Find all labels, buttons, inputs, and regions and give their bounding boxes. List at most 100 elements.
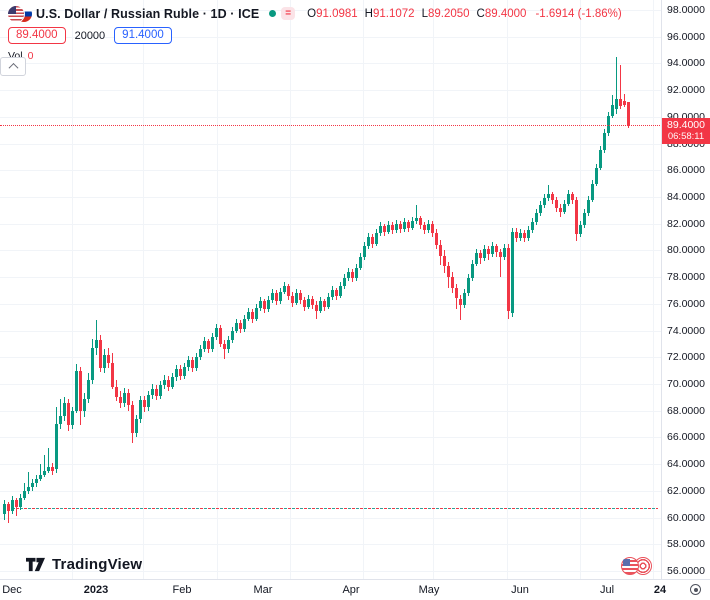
candle — [451, 277, 454, 288]
horizontal-gridline — [0, 357, 662, 359]
candle — [187, 359, 190, 367]
candle — [511, 231, 514, 314]
collapse-legend-button[interactable] — [0, 57, 26, 76]
market-status-badge[interactable]: = — [281, 7, 296, 20]
candle — [107, 354, 110, 363]
candle — [7, 504, 10, 511]
candle — [403, 222, 406, 230]
market-status-dot-icon — [269, 10, 277, 17]
candle — [343, 278, 346, 287]
candle — [231, 330, 234, 340]
price-scale-label: 76.0000 — [667, 297, 705, 310]
price-scale-label: 72.0000 — [667, 351, 705, 364]
candle — [399, 223, 402, 230]
candle — [71, 410, 74, 426]
candle — [351, 271, 354, 279]
candle — [411, 221, 414, 228]
candle — [127, 393, 130, 406]
candle — [359, 257, 362, 268]
horizontal-gridline — [0, 36, 662, 38]
candle — [19, 497, 22, 507]
chart-pane[interactable] — [0, 0, 662, 580]
quantity-field[interactable]: 20000 — [74, 29, 106, 42]
timezone-settings-icon[interactable] — [690, 584, 701, 595]
candle — [431, 223, 434, 234]
candle-wick — [500, 249, 501, 278]
candle — [591, 183, 594, 200]
horizontal-gridline — [0, 437, 662, 439]
candle — [495, 246, 498, 252]
candle — [619, 99, 622, 107]
candle — [35, 478, 38, 483]
candle — [559, 207, 562, 212]
candle — [3, 504, 6, 514]
volume-value: 0 — [27, 50, 34, 62]
vertical-gridline — [653, 0, 654, 580]
candle — [439, 245, 442, 256]
candle — [551, 194, 554, 200]
candle — [31, 482, 34, 487]
candle — [387, 225, 390, 232]
candle — [563, 203, 566, 212]
candle — [51, 466, 54, 471]
time-scale-label: Dec — [2, 584, 22, 596]
candle — [419, 218, 422, 226]
candle — [131, 405, 134, 434]
horizontal-gridline — [0, 277, 662, 279]
candle — [579, 225, 582, 235]
instrument-logo-watermark — [621, 557, 653, 576]
candle — [371, 237, 374, 244]
candle — [367, 237, 370, 247]
candle — [391, 225, 394, 231]
candle — [283, 286, 286, 292]
candle — [271, 293, 274, 300]
candle-wick — [8, 501, 9, 523]
symbol-title[interactable]: U.S. Dollar / Russian Ruble · 1D · ICE — [36, 6, 260, 21]
candle — [215, 327, 218, 338]
open-label: O — [307, 7, 317, 20]
candle — [267, 299, 270, 310]
candle — [135, 418, 138, 434]
dollar-logo-icon — [621, 557, 639, 575]
candle — [155, 389, 158, 396]
candle — [203, 341, 206, 350]
candle — [59, 416, 62, 425]
sell-price-button[interactable]: 89.4000 — [8, 27, 66, 44]
candle — [623, 100, 626, 105]
candle — [447, 266, 450, 278]
horizontal-gridline — [0, 116, 662, 118]
horizontal-gridline — [0, 544, 662, 546]
candle — [547, 194, 550, 199]
candle — [523, 233, 526, 239]
candle-wick — [40, 464, 41, 482]
candle — [235, 322, 238, 331]
candle — [263, 301, 266, 310]
candle — [91, 347, 94, 380]
candle-wick — [96, 319, 97, 355]
candle — [615, 99, 618, 109]
horizontal-gridline — [0, 570, 662, 572]
candle — [491, 246, 494, 255]
candle — [291, 295, 294, 303]
price-scale-label: 66.0000 — [667, 431, 705, 444]
price-axis[interactable]: 89.4000 06:58:11 98.0000 96.0000 94.0000 92… — [661, 0, 710, 580]
vertical-gridline — [72, 0, 73, 580]
candle — [259, 301, 262, 308]
candle-wick — [60, 398, 61, 430]
candle — [315, 305, 318, 311]
horizontal-gridline — [0, 517, 662, 519]
candle — [331, 290, 334, 298]
tradingview-logo[interactable]: TradingView — [25, 555, 142, 574]
candle — [499, 251, 502, 258]
price-scale-label: 96.0000 — [667, 30, 705, 43]
buy-price-button[interactable]: 91.4000 — [114, 27, 172, 44]
candle — [67, 402, 70, 426]
symbol-flags-icon — [8, 5, 32, 22]
candle — [147, 394, 150, 407]
time-axis[interactable]: Dec 2023 Feb Mar Apr May Jun Jul 24 — [0, 579, 710, 600]
candle — [567, 194, 570, 204]
price-scale-label: 80.0000 — [667, 244, 705, 257]
candle — [87, 379, 90, 399]
price-scale-label: 84.0000 — [667, 190, 705, 203]
candle — [115, 386, 118, 398]
